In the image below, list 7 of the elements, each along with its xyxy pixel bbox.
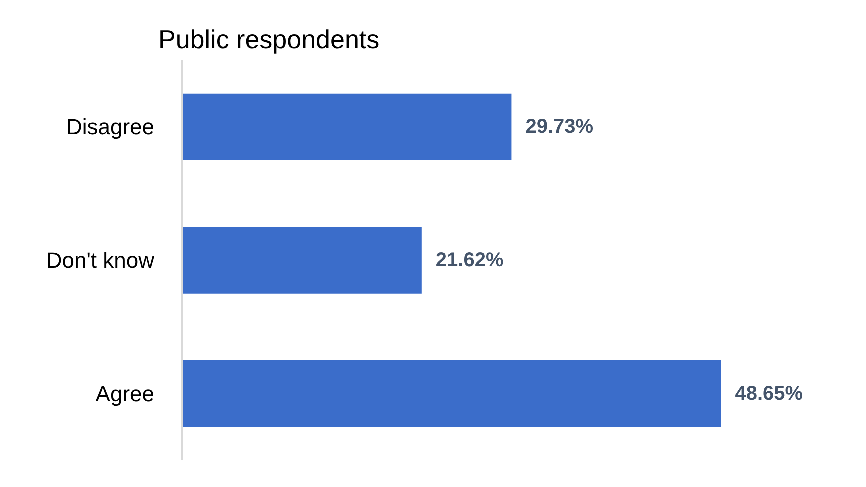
data-label: 21.62% <box>436 250 504 272</box>
chart-title: Public respondents <box>158 24 380 54</box>
data-label: 29.73% <box>526 116 594 138</box>
y-tick-label: Agree <box>96 381 155 406</box>
y-tick-label: Disagree <box>66 114 155 140</box>
data-label: 48.65% <box>735 382 804 405</box>
y-tick-label: Don't know <box>46 248 155 273</box>
